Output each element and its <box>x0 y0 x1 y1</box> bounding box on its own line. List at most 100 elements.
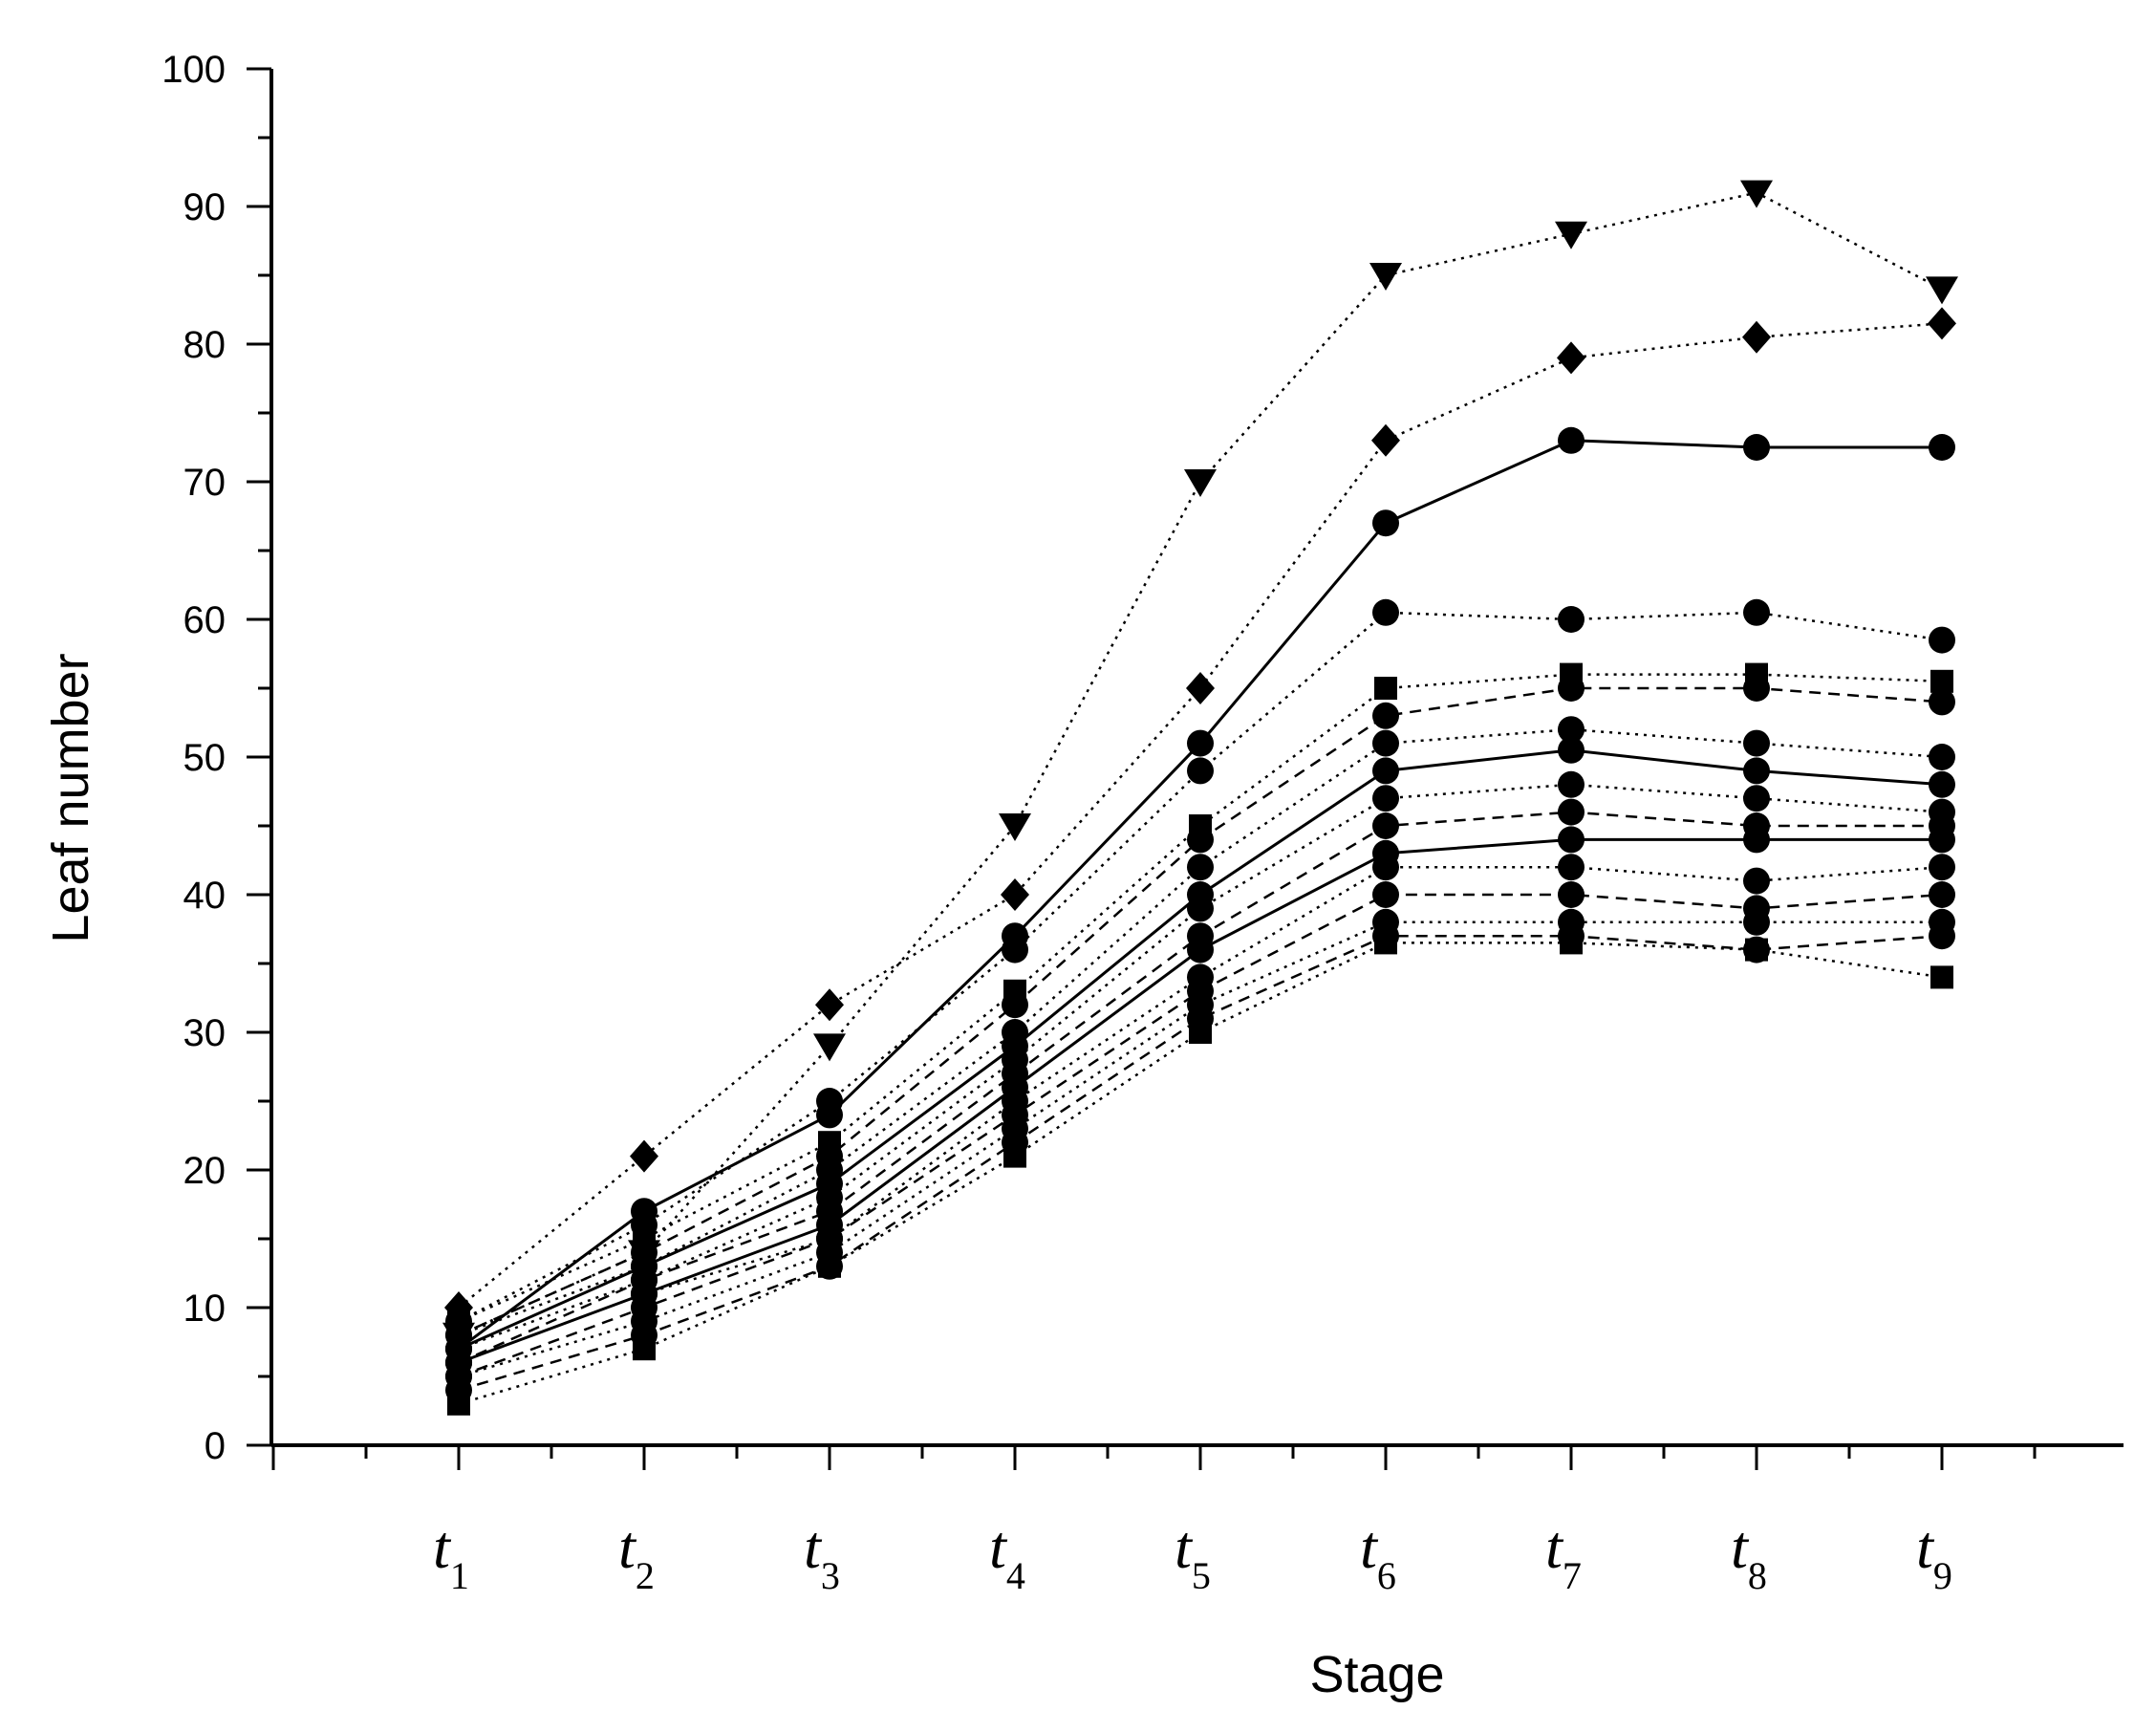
data-point-triangle <box>1184 469 1217 497</box>
y-tick-label: 70 <box>183 462 226 504</box>
x-tick-label: t7 <box>1545 1513 1582 1597</box>
x-tick-label: t2 <box>618 1513 655 1597</box>
data-point-circle <box>1929 770 1955 798</box>
data-point-diamond <box>630 1139 658 1173</box>
y-tick-label: 50 <box>183 737 226 779</box>
data-point-circle <box>1002 991 1028 1019</box>
data-point-square <box>1374 677 1397 700</box>
y-tick-label: 10 <box>183 1288 226 1330</box>
data-point-circle <box>1372 757 1399 785</box>
data-point-circle <box>1929 688 1955 716</box>
data-point-circle <box>1372 881 1399 908</box>
data-point-circle <box>1187 895 1214 922</box>
data-point-circle <box>1372 785 1399 812</box>
data-point-diamond <box>1557 341 1585 375</box>
data-point-circle <box>1743 826 1770 854</box>
data-point-circle <box>1558 736 1585 764</box>
y-tick-label: 20 <box>183 1150 226 1192</box>
data-point-square <box>633 1337 656 1361</box>
data-point-square <box>1189 1021 1212 1044</box>
data-point-circle <box>1929 744 1955 770</box>
data-point-circle <box>1743 785 1770 812</box>
data-point-circle <box>1372 702 1399 729</box>
data-point-circle <box>1929 826 1955 854</box>
data-point-triangle <box>1926 276 1958 305</box>
data-point-diamond <box>1928 307 1956 340</box>
data-point-circle <box>1558 854 1585 881</box>
data-point-circle <box>1929 854 1955 881</box>
data-point-diamond <box>1742 320 1771 354</box>
data-point-square <box>1003 1144 1026 1168</box>
data-point-triangle <box>1555 221 1587 249</box>
x-tick-label: t9 <box>1916 1513 1952 1597</box>
data-point-triangle <box>999 813 1031 841</box>
data-point-square <box>818 1254 841 1278</box>
data-point-triangle <box>1740 180 1773 208</box>
y-tick-label: 0 <box>205 1425 226 1467</box>
data-point-triangle <box>1369 263 1402 291</box>
y-tick-label: 90 <box>183 186 226 228</box>
data-point-diamond <box>1371 423 1400 457</box>
series-line <box>458 322 1943 1309</box>
series-line <box>458 727 1943 1336</box>
y-tick-label: 80 <box>183 324 226 366</box>
data-point-circle <box>1187 854 1214 881</box>
x-tick-label: t8 <box>1731 1513 1767 1597</box>
data-point-circle <box>1743 908 1770 936</box>
data-point-triangle <box>813 1033 846 1062</box>
data-point-circle <box>1743 867 1770 895</box>
data-point-circle <box>1743 434 1770 461</box>
data-point-circle <box>1372 854 1399 881</box>
data-point-circle <box>1743 729 1770 757</box>
data-point-circle <box>1372 598 1399 626</box>
y-tick-label: 60 <box>183 599 226 641</box>
y-tick-labels: 0 10 20 30 40 50 60 70 80 90 100 <box>162 49 226 1467</box>
data-point-circle <box>1558 826 1585 854</box>
data-point-circle <box>1558 716 1585 744</box>
data-point-circle <box>1187 936 1214 963</box>
series-markers <box>442 180 1958 1416</box>
data-point-square <box>1374 931 1397 955</box>
series-lines <box>458 191 1943 1405</box>
data-point-circle <box>1743 757 1770 785</box>
x-tick-label: t6 <box>1360 1513 1396 1597</box>
data-point-circle <box>1187 826 1214 854</box>
data-point-circle <box>1187 757 1214 785</box>
data-point-circle <box>1929 881 1955 908</box>
x-tick-label: t5 <box>1175 1513 1211 1597</box>
data-point-square <box>1560 931 1583 955</box>
y-axis-title: Leaf number <box>42 653 99 942</box>
axes <box>247 67 2124 1470</box>
data-point-circle <box>1558 426 1585 454</box>
data-point-circle <box>1002 936 1028 963</box>
data-point-circle <box>1372 812 1399 839</box>
data-point-diamond <box>1001 878 1029 911</box>
x-tick-labels: t1 t2 t3 t4 t5 t6 t7 t8 t9 <box>433 1513 1952 1597</box>
y-tick-label: 30 <box>183 1012 226 1054</box>
data-point-circle <box>1929 626 1955 654</box>
data-point-square <box>1745 938 1768 962</box>
data-point-circle <box>1558 881 1585 908</box>
data-point-circle <box>1558 798 1585 826</box>
series-line <box>458 934 1943 1392</box>
data-point-square <box>1930 965 1953 989</box>
data-point-circle <box>1743 598 1770 626</box>
data-point-circle <box>1929 922 1955 950</box>
data-point-circle <box>1558 770 1585 798</box>
data-point-circle <box>1372 509 1399 537</box>
data-point-circle <box>1558 606 1585 633</box>
x-tick-label: t3 <box>804 1513 840 1597</box>
data-point-circle <box>816 1088 843 1115</box>
data-point-circle <box>1372 729 1399 757</box>
data-point-circle <box>1743 675 1770 702</box>
data-point-diamond <box>815 988 844 1022</box>
series-line <box>458 611 1943 1323</box>
y-tick-label: 100 <box>162 49 226 91</box>
data-point-circle <box>1558 675 1585 702</box>
y-tick-label: 40 <box>183 875 226 917</box>
data-point-circle <box>1187 729 1214 757</box>
data-point-circle <box>1929 434 1955 461</box>
x-tick-label: t1 <box>433 1513 469 1597</box>
data-point-square <box>447 1392 470 1416</box>
